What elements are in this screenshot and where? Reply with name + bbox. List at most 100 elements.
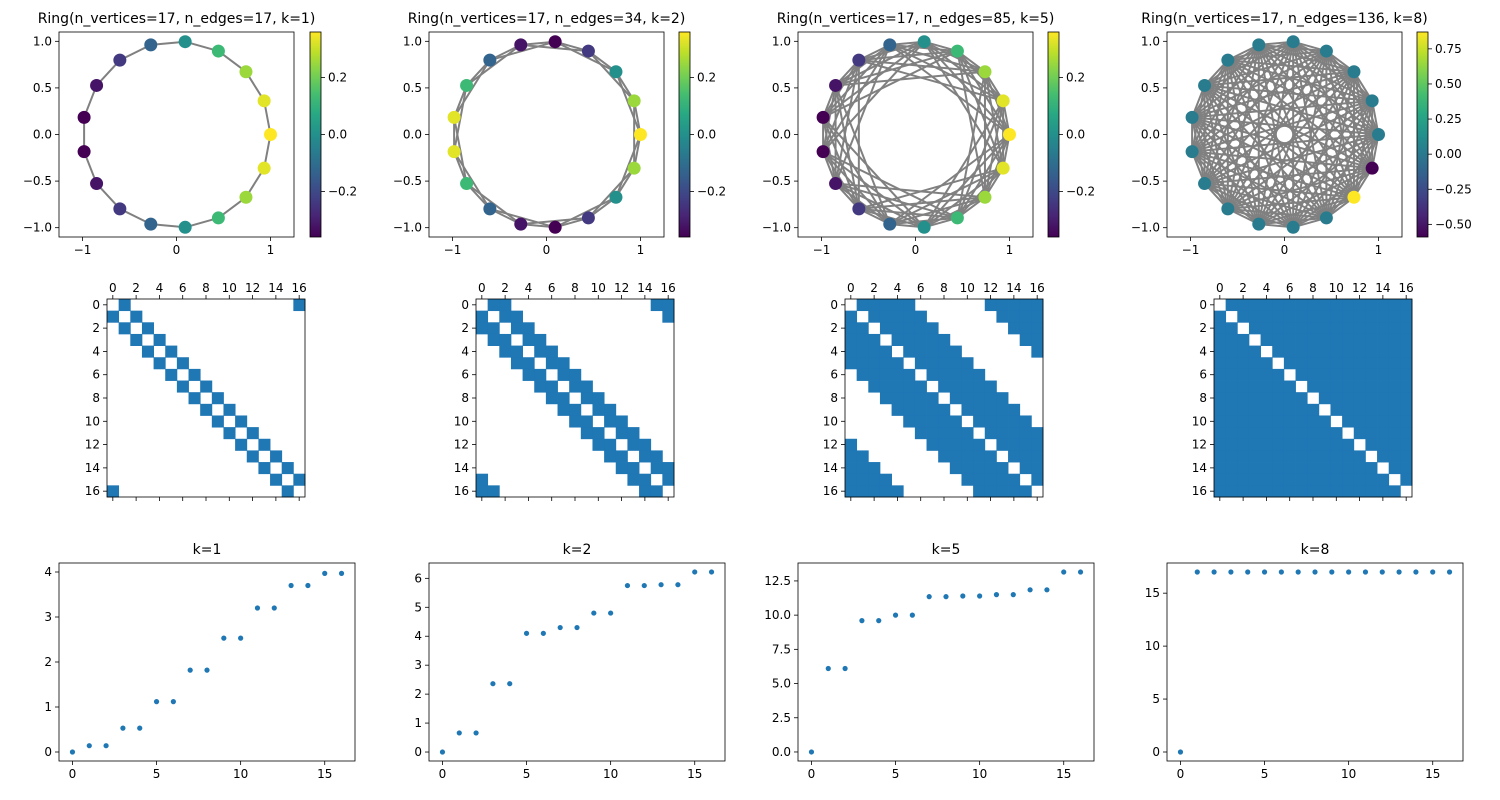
adjacency-cell (914, 310, 927, 323)
adjacency-cell (1237, 333, 1250, 346)
y-tick-label: 6 (414, 571, 422, 585)
adjacency-cell (879, 322, 892, 335)
adjacency-cell (569, 380, 582, 393)
adjacency-cell (1283, 299, 1296, 312)
spy-col-tick-label: 16 (1399, 281, 1414, 295)
adjacency-cell (1295, 473, 1308, 486)
y-tick-label: 1.0 (403, 34, 422, 48)
adjacency-cell (545, 392, 558, 405)
colorbar-tick-label: 0.75 (1435, 42, 1462, 56)
eigenvalue-point (808, 749, 815, 755)
adjacency-cell (1377, 438, 1390, 451)
ring-node (178, 220, 192, 234)
eigenvalue-point (137, 725, 143, 731)
adjacency-cell (107, 485, 120, 498)
adjacency-cell (1295, 415, 1308, 428)
adjacency-cell (856, 462, 869, 475)
adjacency-cell (1283, 310, 1296, 323)
spy-row-tick-label: 14 (823, 461, 838, 475)
eigenvalue-point (892, 612, 899, 618)
adjacency-cell (1353, 427, 1366, 440)
x-tick-label: 0 (1281, 243, 1289, 257)
ring-node (483, 53, 497, 67)
spy-col-tick-label: 10 (591, 281, 606, 295)
adjacency-cell (1272, 310, 1285, 323)
ring-edge (1325, 100, 1374, 219)
spy-row-tick-label: 12 (85, 438, 100, 452)
adjacency-cell (534, 380, 547, 393)
x-tick-label: 15 (1056, 767, 1071, 781)
spy-col-tick-label: 8 (571, 281, 579, 295)
adjacency-cell (1307, 438, 1320, 451)
eigenvalue-point (1177, 749, 1184, 755)
ring-edge (835, 182, 925, 229)
ring-edge (1204, 84, 1373, 170)
eigenvalue-point (574, 624, 580, 631)
adjacency-cell (176, 357, 189, 370)
adjacency-cell (1248, 485, 1261, 498)
adjacency-cell (949, 380, 962, 393)
scatter-title-3: k=5 (932, 542, 961, 558)
adjacency-cell (580, 415, 593, 428)
ring-node (447, 110, 461, 124)
adjacency-cell (973, 392, 986, 405)
adjacency-cell (879, 473, 892, 486)
y-tick-label: 7.5 (772, 642, 791, 656)
ring-node (627, 161, 641, 175)
adjacency-cell (1031, 333, 1044, 346)
adjacency-cell (1307, 310, 1320, 323)
adjacency-cell (1260, 357, 1273, 370)
y-tick-label: 0.0 (1141, 128, 1160, 142)
adjacency-cell (1283, 485, 1296, 498)
adjacency-cell (141, 345, 154, 358)
adjacency-cell (1365, 299, 1378, 312)
eigenvalue-point (608, 610, 614, 616)
adjacency-cell (1342, 462, 1355, 475)
ring-axes-frame-2 (428, 31, 665, 238)
adjacency-cell (1248, 473, 1261, 486)
eigenvalue-point (1379, 569, 1385, 575)
adjacency-cell (926, 415, 939, 428)
eigenvalue-point (675, 582, 681, 588)
ring-edge (858, 59, 1004, 102)
ring-node (257, 161, 271, 175)
adjacency-cell (856, 368, 869, 381)
adjacency-cell (926, 438, 939, 451)
eigenvalue-point (1278, 569, 1284, 575)
adjacency-cell (627, 427, 640, 440)
adjacency-cell (1307, 380, 1320, 393)
adjacency-cell (1225, 392, 1238, 405)
adjacency-cell (1400, 333, 1413, 346)
colorbar-tick-label: −0.25 (1435, 182, 1472, 196)
ring-edge (889, 196, 986, 226)
adjacency-cell (592, 392, 605, 405)
eigenvalue-point (153, 699, 160, 705)
adjacency-cell (903, 380, 916, 393)
adjacency-cell (1342, 357, 1355, 370)
adjacency-cells-2 (476, 299, 675, 498)
adjacency-cell (1272, 450, 1285, 463)
ring-title-1: Ring(n_vertices=17, n_edges=17, k=1) (38, 11, 316, 27)
adjacency-cell (1318, 485, 1331, 498)
adjacency-cell (1248, 357, 1261, 370)
adjacency-cell (856, 333, 869, 346)
eigenvalue-point (254, 605, 261, 611)
adjacency-cell (223, 427, 236, 440)
eigenvalue-point (221, 635, 227, 641)
adjacency-cell (188, 392, 201, 405)
ring-edge (923, 133, 1011, 228)
spy-row-tick-label: 6 (830, 368, 838, 382)
x-tick-label: 1 (267, 243, 275, 257)
adjacency-cell (1272, 368, 1285, 381)
eigenvalue-point (1329, 569, 1335, 575)
spy-row-tick-label: 14 (85, 461, 100, 475)
adjacency-cell (845, 473, 858, 486)
ring-edge (1191, 59, 1229, 152)
adjacency-cell (1019, 427, 1032, 440)
ring-node (113, 202, 127, 216)
adjacency-cell (211, 392, 224, 405)
ring-edge (1191, 44, 1260, 119)
adjacency-cell (1008, 450, 1021, 463)
ring-edge (956, 50, 1011, 136)
adjacency-cell (1330, 299, 1343, 312)
